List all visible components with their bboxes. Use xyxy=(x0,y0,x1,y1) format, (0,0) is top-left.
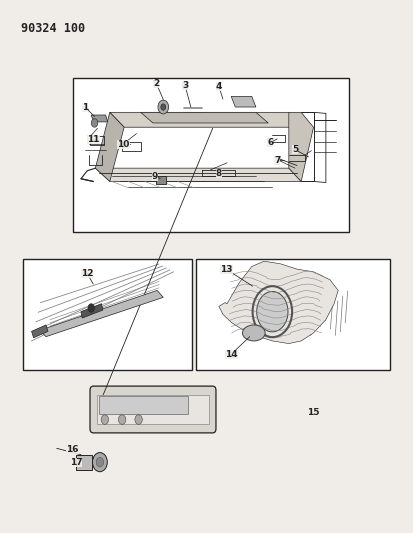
Text: 11: 11 xyxy=(87,135,100,144)
Bar xyxy=(76,455,93,470)
Text: 10: 10 xyxy=(117,140,130,149)
Polygon shape xyxy=(110,112,301,127)
Circle shape xyxy=(158,100,169,114)
Text: 9: 9 xyxy=(152,172,158,181)
Circle shape xyxy=(101,415,109,424)
Text: 3: 3 xyxy=(182,81,188,90)
Polygon shape xyxy=(91,115,108,122)
Circle shape xyxy=(88,304,95,312)
Polygon shape xyxy=(95,168,301,181)
Bar xyxy=(23,259,192,370)
Text: 5: 5 xyxy=(292,145,298,154)
Polygon shape xyxy=(141,112,268,123)
Text: 6: 6 xyxy=(267,138,273,147)
Text: 1: 1 xyxy=(82,102,88,111)
Circle shape xyxy=(161,104,166,110)
Circle shape xyxy=(96,457,104,467)
Text: 2: 2 xyxy=(153,78,159,87)
Circle shape xyxy=(91,119,98,127)
Text: 90324 100: 90324 100 xyxy=(21,22,85,35)
Circle shape xyxy=(119,415,126,424)
Bar xyxy=(196,259,390,370)
Text: 16: 16 xyxy=(66,446,79,455)
Text: 17: 17 xyxy=(70,458,82,466)
Text: 12: 12 xyxy=(81,269,93,278)
Circle shape xyxy=(93,453,107,472)
Bar xyxy=(97,394,209,424)
Polygon shape xyxy=(81,304,103,318)
Polygon shape xyxy=(95,112,124,181)
Circle shape xyxy=(257,292,288,332)
FancyBboxPatch shape xyxy=(90,386,216,433)
Text: 8: 8 xyxy=(216,169,222,178)
Polygon shape xyxy=(231,96,256,107)
Text: 14: 14 xyxy=(225,350,237,359)
Text: 7: 7 xyxy=(274,156,280,165)
Polygon shape xyxy=(156,175,166,184)
Polygon shape xyxy=(289,112,313,181)
Polygon shape xyxy=(219,261,338,344)
Polygon shape xyxy=(31,325,48,338)
Text: 15: 15 xyxy=(307,408,320,417)
Bar xyxy=(100,395,188,414)
Polygon shape xyxy=(40,290,163,337)
Ellipse shape xyxy=(242,325,265,341)
Circle shape xyxy=(135,415,142,424)
Text: 13: 13 xyxy=(220,265,233,273)
Text: 4: 4 xyxy=(216,82,222,91)
Bar xyxy=(73,78,349,232)
